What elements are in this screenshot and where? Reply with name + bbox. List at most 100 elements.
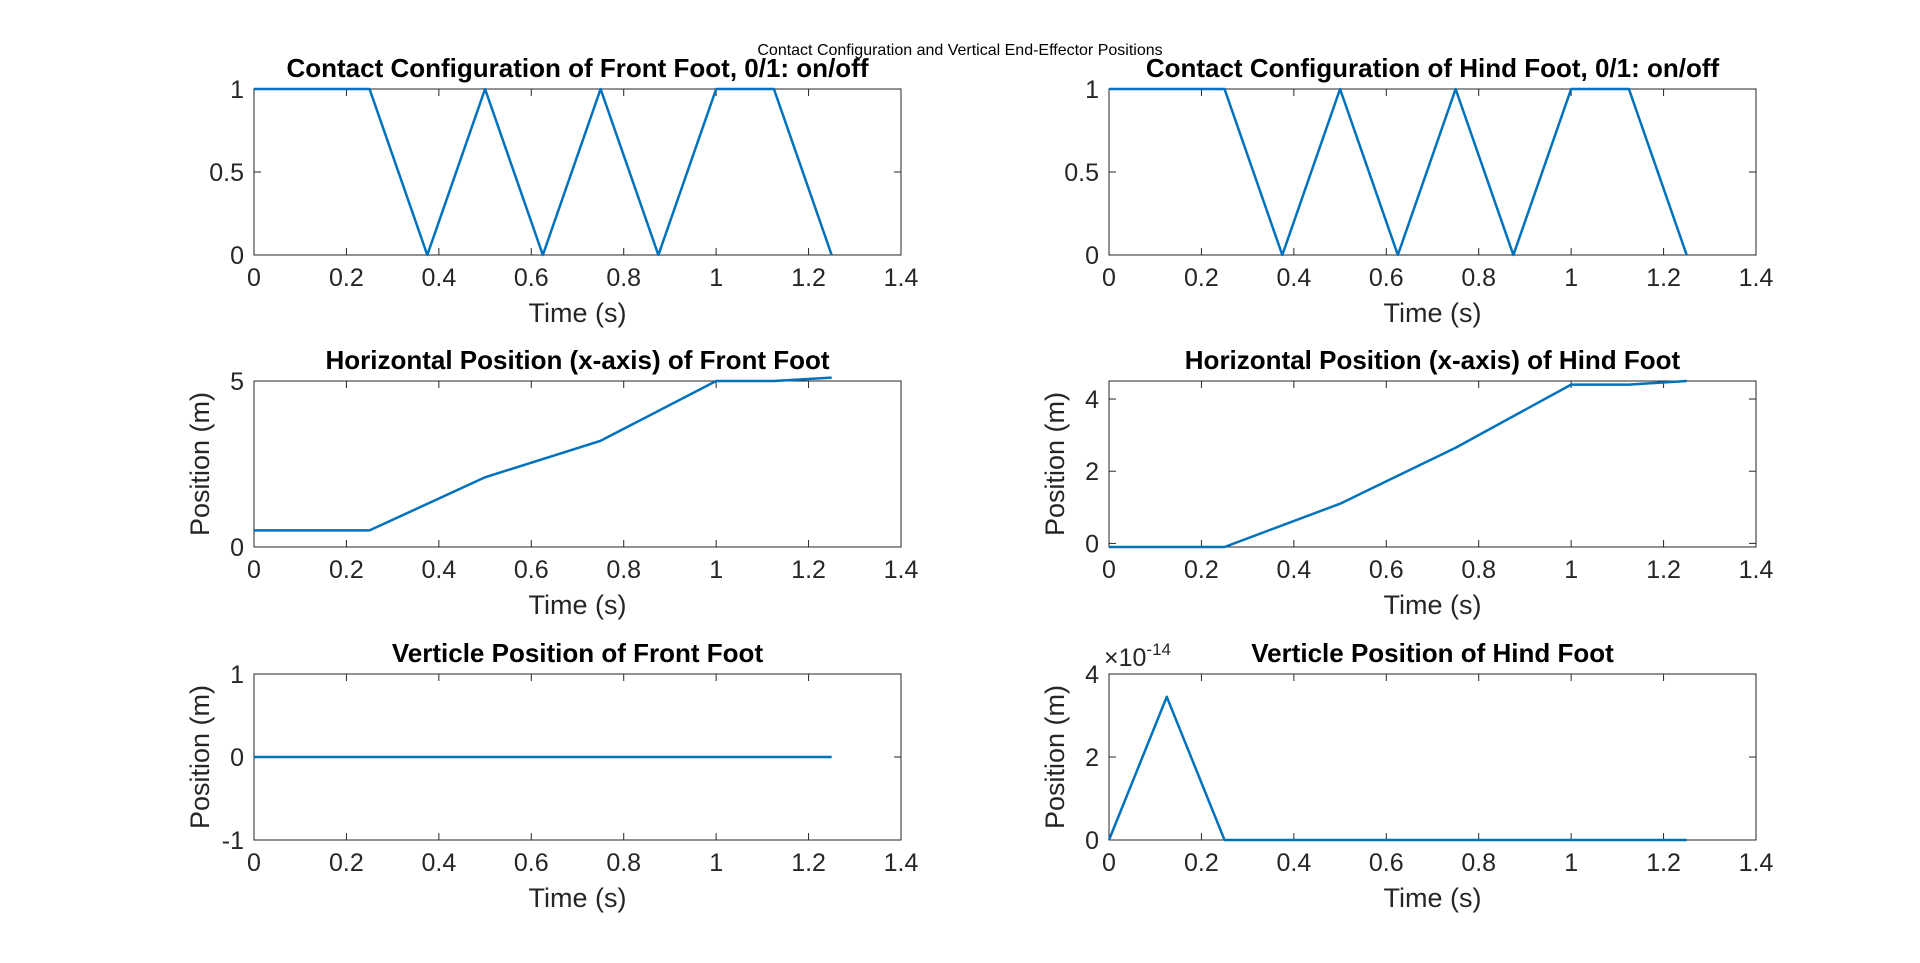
x-tick-label: 0.6 bbox=[514, 264, 549, 292]
y-tick-label: 0 bbox=[230, 534, 244, 562]
y-tick-label: 4 bbox=[1085, 386, 1099, 414]
x-tick-label: 1.4 bbox=[1739, 556, 1774, 584]
subplot-2: 0 0.2 0.4 0.6 0.8 1 1.2 1.4 0 0.5 1 Contact Configu… bbox=[1064, 53, 1773, 328]
y-tick-label: 1 bbox=[230, 76, 244, 104]
x-tick-label: 1.4 bbox=[884, 264, 919, 292]
x-axis-label: Time (s) bbox=[529, 590, 627, 620]
x-tick-label: 1.2 bbox=[791, 556, 826, 584]
x-tick-label: 1 bbox=[709, 556, 723, 584]
x-tick-label: 0 bbox=[1102, 556, 1116, 584]
x-tick-label: 0.2 bbox=[1184, 849, 1219, 877]
x-tick-label: 0 bbox=[1102, 264, 1116, 292]
x-tick-label: 0.2 bbox=[329, 849, 364, 877]
y-tick-label: 0 bbox=[230, 744, 244, 772]
y-tick-label: 0 bbox=[1085, 827, 1099, 855]
series-line-1 bbox=[254, 376, 832, 532]
y-tick-label: 2 bbox=[1085, 458, 1099, 486]
y-axis-label: Position (m) bbox=[185, 685, 215, 829]
x-tick-label: 1.4 bbox=[1739, 849, 1774, 877]
y-axis-label: Position (m) bbox=[185, 392, 215, 536]
x-tick-label: 0.6 bbox=[514, 556, 549, 584]
x-tick-label: 0.8 bbox=[606, 264, 641, 292]
x-axis-label: Time (s) bbox=[529, 883, 627, 913]
x-tick-label: 0.4 bbox=[421, 849, 456, 877]
x-tick-label: 1.4 bbox=[884, 556, 919, 584]
subplot-6: 0 0.2 0.4 0.6 0.8 1 1.2 1.4 0 2 4 Verticle Position… bbox=[1040, 638, 1773, 913]
subplot-3: 0 0.2 0.4 0.6 0.8 1 1.2 1.4 0 5 Horizontal Positio… bbox=[185, 345, 918, 620]
subplot-4: 0 0.2 0.4 0.6 0.8 1 1.2 1.4 0 2 4 Horizontal Positi… bbox=[1040, 345, 1773, 620]
y-tick-label: 1 bbox=[1085, 76, 1099, 104]
x-tick-label: 0.8 bbox=[606, 556, 641, 584]
x-tick-label: 0.2 bbox=[1184, 556, 1219, 584]
subplot-grid: 0 0.2 0.4 0.6 0.8 1 1.2 1.4 0 0.5 1 Contact Configu… bbox=[185, 53, 1773, 913]
x-tick-label: 0.4 bbox=[1276, 264, 1311, 292]
y-exponent-power: -14 bbox=[1146, 640, 1171, 659]
x-tick-label: 1 bbox=[709, 264, 723, 292]
series-line-1 bbox=[1109, 379, 1687, 549]
y-axis-label: Position (m) bbox=[1040, 392, 1070, 536]
subplot-title: Horizontal Position (x-axis) of Hind Foo… bbox=[1185, 345, 1681, 375]
axes-box bbox=[1108, 380, 1757, 548]
series-line-1 bbox=[1109, 87, 1688, 257]
x-tick-label: 1.4 bbox=[1739, 264, 1774, 292]
y-tick-label: 0.5 bbox=[1064, 159, 1099, 187]
series-line-1 bbox=[1107, 695, 1687, 842]
x-tick-label: 1.2 bbox=[791, 849, 826, 877]
subplot-1: 0 0.2 0.4 0.6 0.8 1 1.2 1.4 0 0.5 1 Contact Configu… bbox=[209, 53, 918, 328]
subplot-title: Contact Configuration of Front Foot, 0/1… bbox=[286, 53, 868, 83]
x-tick-label: 1.2 bbox=[1646, 849, 1681, 877]
x-tick-label: 0.4 bbox=[1276, 849, 1311, 877]
x-tick-label: 1 bbox=[1564, 849, 1578, 877]
x-tick-label: 0.8 bbox=[1461, 264, 1496, 292]
x-tick-label: 0 bbox=[1102, 849, 1116, 877]
x-tick-label: 0.2 bbox=[1184, 264, 1219, 292]
x-tick-label: 1 bbox=[1564, 264, 1578, 292]
x-tick-label: 0.6 bbox=[514, 849, 549, 877]
x-tick-label: 1 bbox=[709, 849, 723, 877]
x-tick-label: 0.4 bbox=[421, 264, 456, 292]
x-tick-label: 1.2 bbox=[1646, 264, 1681, 292]
y-tick-label: 0 bbox=[1085, 242, 1099, 270]
series-line-1 bbox=[254, 87, 833, 257]
y-tick-label: -1 bbox=[222, 827, 244, 855]
x-tick-label: 1 bbox=[1564, 556, 1578, 584]
y-tick-label: 0 bbox=[1085, 530, 1099, 558]
x-tick-label: 0.8 bbox=[606, 849, 641, 877]
x-tick-label: 0.2 bbox=[329, 264, 364, 292]
figure-suptitle: Contact Configuration and Vertical End-E… bbox=[757, 42, 1162, 59]
y-tick-label: 5 bbox=[230, 368, 244, 396]
subplot-title: Verticle Position of Hind Foot bbox=[1251, 638, 1614, 668]
y-exponent-base: ×10 bbox=[1104, 644, 1146, 672]
y-exponent-label: ×10-14 bbox=[1104, 640, 1171, 672]
subplot-title: Horizontal Position (x-axis) of Front Fo… bbox=[325, 345, 829, 375]
y-tick-label: 2 bbox=[1085, 744, 1099, 772]
subplot-title: Contact Configuration of Hind Foot, 0/1:… bbox=[1146, 53, 1720, 83]
x-tick-label: 0.4 bbox=[421, 556, 456, 584]
x-tick-label: 1.2 bbox=[791, 264, 826, 292]
x-tick-label: 1.4 bbox=[884, 849, 919, 877]
x-tick-label: 0.8 bbox=[1461, 556, 1496, 584]
x-axis-label: Time (s) bbox=[1384, 590, 1482, 620]
x-tick-label: 0 bbox=[247, 556, 261, 584]
y-tick-label: 0 bbox=[230, 242, 244, 270]
x-axis-label: Time (s) bbox=[1384, 298, 1482, 328]
x-tick-label: 0.8 bbox=[1461, 849, 1496, 877]
subplot-title: Verticle Position of Front Foot bbox=[392, 638, 764, 668]
x-tick-label: 0 bbox=[247, 264, 261, 292]
x-tick-label: 0 bbox=[247, 849, 261, 877]
x-axis-label: Time (s) bbox=[529, 298, 627, 328]
y-tick-label: 1 bbox=[230, 661, 244, 689]
x-tick-label: 1.2 bbox=[1646, 556, 1681, 584]
y-axis-label: Position (m) bbox=[1040, 685, 1070, 829]
axes-box bbox=[253, 380, 902, 548]
x-tick-label: 0.4 bbox=[1276, 556, 1311, 584]
x-tick-label: 0.6 bbox=[1369, 556, 1404, 584]
x-tick-label: 0.6 bbox=[1369, 849, 1404, 877]
x-tick-label: 0.2 bbox=[329, 556, 364, 584]
y-tick-label: 0.5 bbox=[209, 159, 244, 187]
y-tick-label: 4 bbox=[1085, 661, 1099, 689]
x-axis-label: Time (s) bbox=[1384, 883, 1482, 913]
